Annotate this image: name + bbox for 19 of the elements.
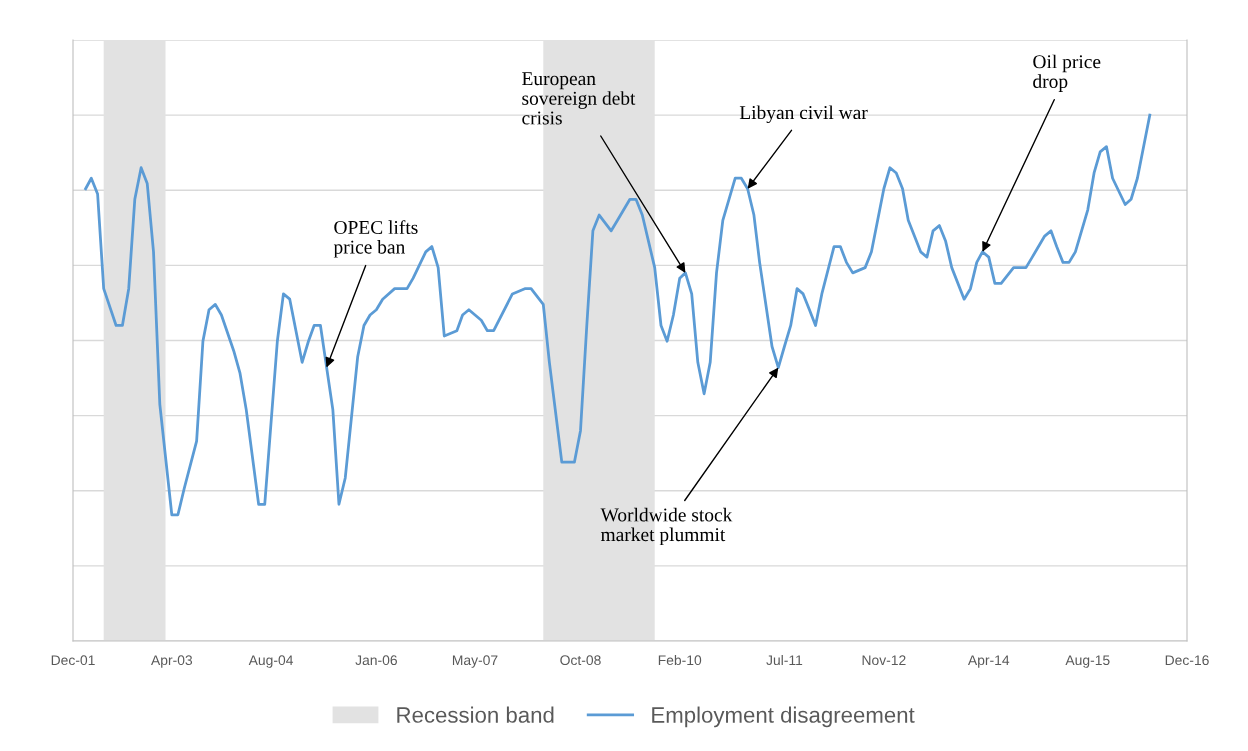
x-tick-label: Dec-01 (51, 655, 95, 666)
x-tick-label: Oct-08 (560, 655, 601, 666)
x-tick-label: Aug-15 (1065, 655, 1110, 668)
x-tick-label: Jul-11 (766, 654, 803, 666)
x-tick-label: Feb-10 (658, 654, 702, 666)
x-tick-label: Apr-14 (967, 655, 1010, 668)
x-tick-label: Aug-04 (248, 655, 294, 668)
x-tick-label: Dec-16 (1165, 655, 1209, 666)
annotation: Libyan civil war (739, 105, 868, 124)
annotation: Oil price drop (1033, 54, 1101, 92)
annotation: European sovereign debt crisis (522, 72, 636, 125)
x-tick-label: Nov-12 (862, 655, 906, 666)
legend-label: Recession band (397, 706, 554, 723)
x-tick-label: Jan-06 (355, 655, 397, 666)
x-tick-label: May-07 (452, 655, 498, 668)
x-tick-label: Apr-03 (151, 655, 193, 668)
annotation: Worldwide stock market plummit (600, 507, 733, 546)
annotation: OPEC lifts price ban (333, 220, 418, 258)
legend-label: Employment disagreement (652, 706, 915, 728)
